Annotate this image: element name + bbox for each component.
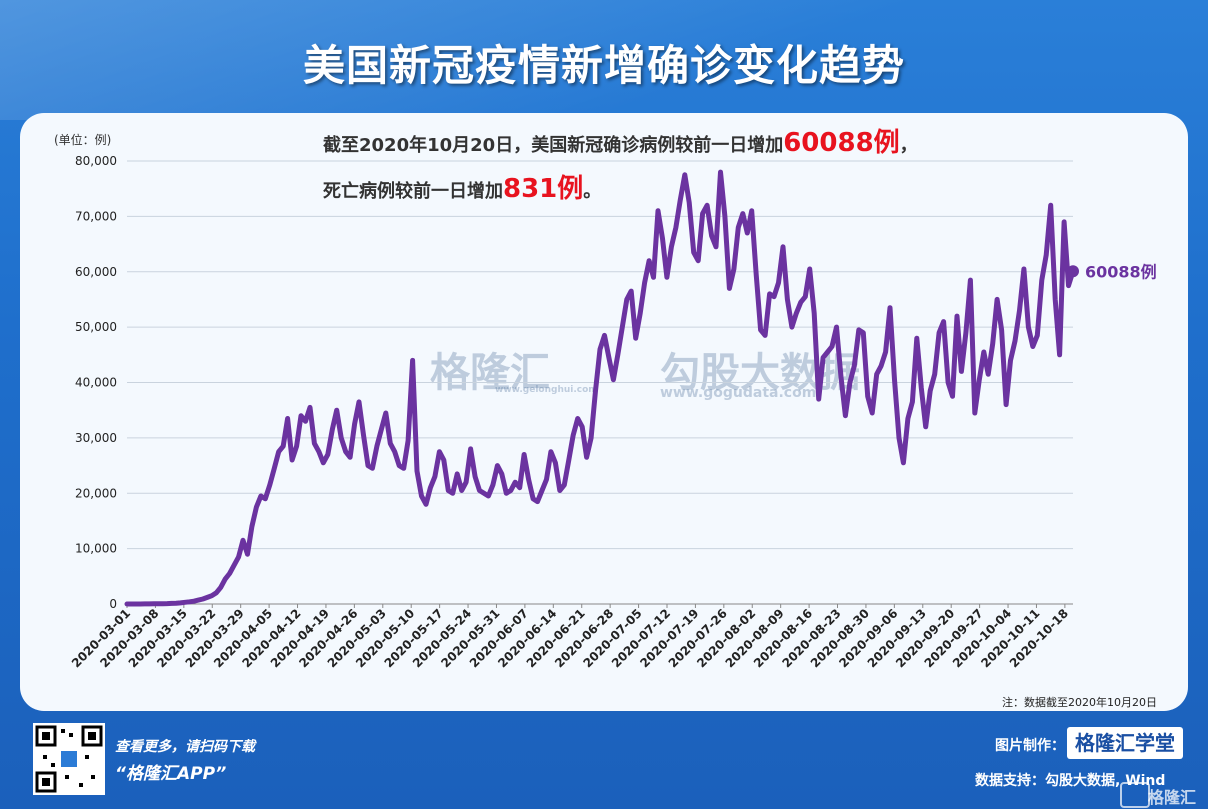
- corner-logo-icon: [1120, 782, 1150, 808]
- y-tick-label: 80,000: [75, 154, 117, 168]
- watermark-brand2-url: www.gogudata.com: [660, 385, 817, 401]
- watermark-brand2: 勾股大数据: [660, 350, 860, 396]
- chart-panel: [20, 113, 1188, 711]
- end-point-marker: [1067, 265, 1079, 278]
- data-note: 注：数据截至2020年10月20日: [1002, 696, 1157, 709]
- headline-deaths-value: 831例: [503, 174, 584, 204]
- headline-cases-value: 60088例: [783, 128, 900, 158]
- header-background: [0, 0, 1208, 120]
- y-tick-label: 10,000: [75, 542, 117, 556]
- y-tick-label: 50,000: [75, 320, 117, 334]
- headline-line-2-suffix: 。: [583, 181, 602, 202]
- watermark-brand1-url: www.gelonghui.com: [495, 385, 598, 395]
- end-point-label: 60088例: [1085, 262, 1157, 281]
- headline-line-1-suffix: ，: [899, 135, 918, 156]
- unit-label: (单位：例): [54, 133, 112, 147]
- headline-line-2-text: 死亡病例较前一日增加: [323, 181, 503, 202]
- y-tick-label: 70,000: [75, 209, 117, 223]
- qr-code[interactable]: [33, 723, 105, 795]
- page-title: 美国新冠疫情新增确诊变化趋势: [302, 41, 905, 90]
- watermark-brand1: 格隆汇: [430, 350, 550, 396]
- y-tick-label: 0: [109, 597, 117, 611]
- y-tick-label: 30,000: [75, 431, 117, 445]
- headline-line-2: 死亡病例较前一日增加831例。: [323, 168, 601, 205]
- promo-text-1: 查看更多，请扫码下载: [115, 739, 255, 755]
- made-by-label: 图片制作：: [995, 738, 1065, 754]
- series-line: [124, 169, 1076, 607]
- y-tick-label: 40,000: [75, 376, 117, 390]
- headline-line-1: 截至2020年10月20日，美国新冠确诊病例较前一日增加60088例，: [323, 122, 918, 159]
- promo-text-2: “格隆汇APP”: [115, 764, 227, 784]
- corner-brand-text: 格隆汇: [1148, 788, 1197, 807]
- y-tick-label: 60,000: [75, 265, 117, 279]
- y-tick-label: 20,000: [75, 486, 117, 500]
- data-support-label: 数据支持：勾股大数据, Wind: [975, 773, 1166, 789]
- headline-line-1-text: 截至2020年10月20日，美国新冠确诊病例较前一日增加: [323, 135, 784, 156]
- made-by-brand-logo: 格隆汇学堂: [1067, 727, 1183, 759]
- qr-code-pattern: [35, 725, 103, 793]
